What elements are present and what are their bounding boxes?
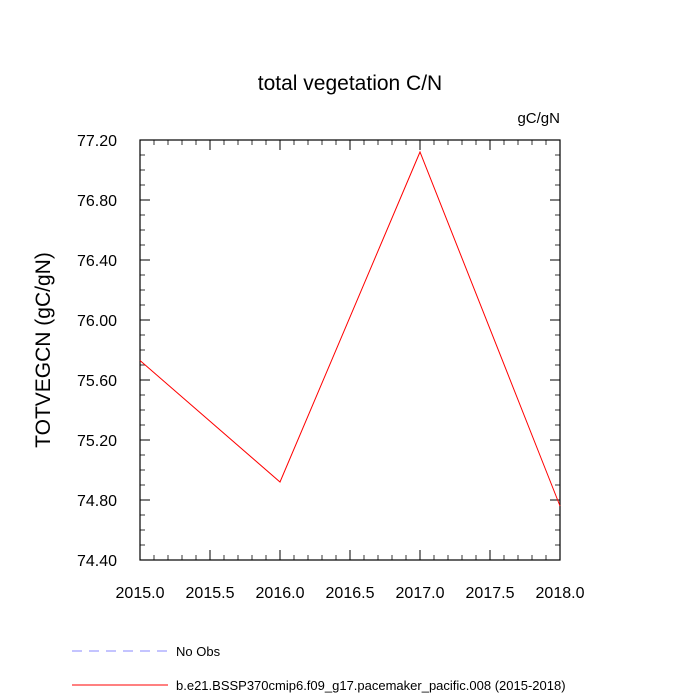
legend-label: b.e21.BSSP370cmip6.f09_g17.pacemaker_pac… <box>176 678 566 693</box>
series-group <box>139 150 561 507</box>
series-line <box>139 150 561 507</box>
y-tick-label: 74.40 <box>77 553 117 570</box>
minor-ticks <box>139 139 561 561</box>
x-tick-label: 2016.5 <box>326 585 375 602</box>
x-tick-label: 2017.5 <box>466 585 515 602</box>
units-label: gC/gN <box>517 110 560 127</box>
y-tick-label: 76.40 <box>77 253 117 270</box>
y-axis: 74.40 74.80 75.20 75.60 76.00 76.40 76.80 77.20 <box>77 133 560 570</box>
legend-label: No Obs <box>176 644 221 659</box>
y-tick-label: 75.60 <box>77 373 117 390</box>
y-tick-label: 76.80 <box>77 193 117 210</box>
x-tick-label: 2015.0 <box>116 585 165 602</box>
x-tick-label: 2015.5 <box>186 585 235 602</box>
y-tick-label: 75.20 <box>77 433 117 450</box>
x-tick-label: 2016.0 <box>256 585 305 602</box>
y-tick-label: 76.00 <box>77 313 117 330</box>
chart-title: total vegetation C/N <box>258 72 442 95</box>
y-tick-label: 74.80 <box>77 493 117 510</box>
x-axis: 2015.0 2015.5 2016.0 2016.5 2017.0 2017.5 2018… <box>116 140 585 602</box>
x-tick-label: 2017.0 <box>396 585 445 602</box>
legend: No Obs b.e21.BSSP370cmip6.f09_g17.pacemak… <box>72 644 566 693</box>
y-axis-label: TOTVEGCN (gC/gN) <box>32 252 55 448</box>
plot-frame <box>139 139 561 561</box>
x-tick-label: 2018.0 <box>536 585 585 602</box>
y-tick-label: 77.20 <box>77 133 117 150</box>
